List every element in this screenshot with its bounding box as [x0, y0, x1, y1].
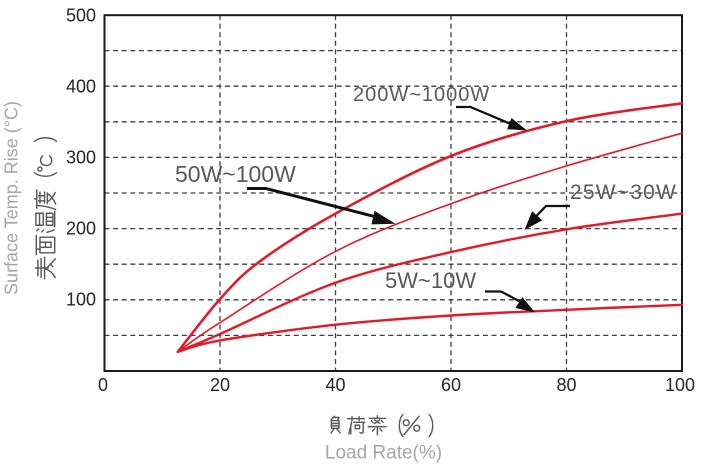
svg-text:Surface Temp. Rise (°C): Surface Temp. Rise (°C) — [2, 101, 22, 295]
svg-text:Load Rate(%): Load Rate(%) — [325, 443, 442, 464]
svg-text:100: 100 — [665, 375, 695, 395]
svg-text:200: 200 — [66, 219, 96, 239]
svg-text:500: 500 — [66, 6, 96, 26]
svg-text:50W~100W: 50W~100W — [175, 161, 296, 187]
svg-text:5W~10W: 5W~10W — [385, 268, 476, 293]
svg-text:100: 100 — [66, 290, 96, 310]
svg-text:20: 20 — [210, 375, 230, 395]
svg-text:0: 0 — [98, 375, 108, 395]
svg-text:200W~1000W: 200W~1000W — [353, 84, 490, 106]
svg-text:300: 300 — [66, 148, 96, 168]
svg-text:400: 400 — [66, 77, 96, 97]
svg-text:25W~30W: 25W~30W — [570, 181, 677, 204]
svg-text:60: 60 — [441, 375, 461, 395]
svg-text:40: 40 — [325, 375, 345, 395]
svg-text:80: 80 — [556, 375, 576, 395]
